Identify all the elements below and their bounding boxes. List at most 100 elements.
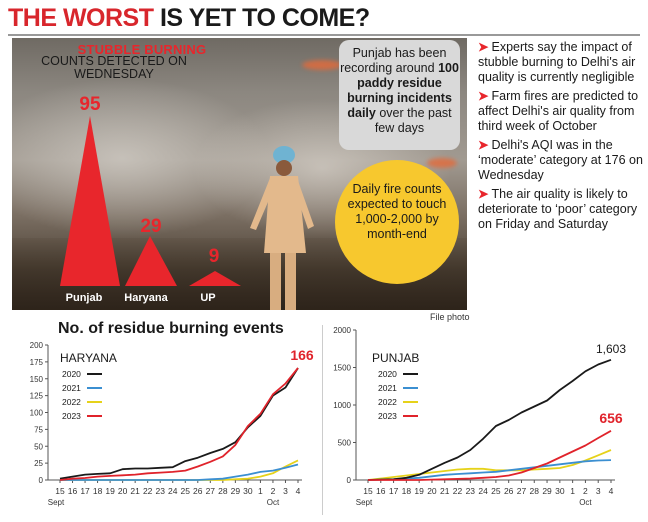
x-tick-label: 15 xyxy=(55,486,65,496)
haryana-count: 29 xyxy=(140,216,161,237)
panel-label: PUNJAB xyxy=(372,351,419,365)
y-tick-label: 500 xyxy=(338,439,352,448)
x-tick-label: 27 xyxy=(517,486,527,496)
x-tick-label: 30 xyxy=(555,486,565,496)
y-tick-label: 1000 xyxy=(333,401,351,410)
up-label: UP xyxy=(200,292,215,304)
value-label-2023: 656 xyxy=(599,410,623,426)
punjab-box-bold: 100 paddy residue burning incidents dail… xyxy=(347,61,459,120)
headline-red: THE WORST xyxy=(8,4,154,32)
y-tick-label: 0 xyxy=(347,476,352,485)
y-tick-label: 1500 xyxy=(333,364,351,373)
bullet-item: ➤ Experts say the impact of stubble burni… xyxy=(478,40,636,84)
x-tick-label: 20 xyxy=(118,486,128,496)
photo-credit: File photo xyxy=(430,312,470,322)
punjab-count: 95 xyxy=(79,94,101,115)
punjab-info-box: Punjab has been recording around 100 pad… xyxy=(339,40,460,150)
legend-label: 2020 xyxy=(62,369,81,379)
series-line-2021 xyxy=(367,459,612,481)
x-tick-label: 29 xyxy=(542,486,552,496)
x-tick-label: 18 xyxy=(402,486,412,496)
x-tick-label: 2 xyxy=(271,486,276,496)
legend-label: 2020 xyxy=(378,369,397,379)
circle-text: Daily fire counts expected to touch 1,00… xyxy=(347,182,447,241)
x-tick-label: 28 xyxy=(218,486,228,496)
x-tick-label: 22 xyxy=(143,486,153,496)
headline: THE WORST IS YET TO COME? xyxy=(8,4,370,33)
x-tick-label: 2 xyxy=(583,486,588,496)
y-tick-label: 50 xyxy=(34,442,43,451)
x-tick-label: 4 xyxy=(296,486,301,496)
series-line-2023 xyxy=(59,367,299,481)
x-tick-label: 21 xyxy=(440,486,450,496)
x-tick-label: 18 xyxy=(93,486,103,496)
stubble-title: STUBBLE BURNING xyxy=(77,42,207,57)
x-tick-label: 20 xyxy=(427,486,437,496)
x-tick-label: 16 xyxy=(68,486,78,496)
y-tick-label: 125 xyxy=(30,392,44,401)
series-line-2020 xyxy=(59,367,299,480)
punjab-box-line1: Punjab has been recording around xyxy=(340,46,447,75)
y-tick-label: 175 xyxy=(30,358,44,367)
x-tick-label: 19 xyxy=(414,486,424,496)
series-line-2023 xyxy=(368,430,612,481)
value-label-2020: 1,603 xyxy=(596,342,626,356)
arrow-icon: ➤ xyxy=(478,138,489,152)
legend-label: 2022 xyxy=(62,397,81,407)
x-tick-label: 30 xyxy=(243,486,253,496)
x-tick-label: 17 xyxy=(80,486,90,496)
punjab-triangle xyxy=(60,116,120,286)
y-tick-label: 2000 xyxy=(333,326,351,335)
x-tick-label: 23 xyxy=(155,486,165,496)
stubble-triangles: 95 29 9 Punjab Haryana UP xyxy=(60,94,241,304)
x-tick-label: 1 xyxy=(570,486,575,496)
bullet-item: ➤ Delhi's AQI was in the ‘moderate’ categ… xyxy=(478,138,643,182)
legend-label: 2021 xyxy=(62,383,81,393)
stubble-subtitle: COUNTS DETECTED ON WEDNESDAY xyxy=(41,54,187,81)
up-triangle xyxy=(189,271,241,286)
x-tick-label: 16 xyxy=(376,486,386,496)
legend-label: 2021 xyxy=(378,383,397,393)
x-month-label: Sept xyxy=(356,498,373,507)
x-tick-label: 26 xyxy=(193,486,203,496)
y-tick-label: 150 xyxy=(30,375,44,384)
x-tick-label: 25 xyxy=(491,486,501,496)
x-month-label: Oct xyxy=(579,498,592,507)
legend-label: 2023 xyxy=(378,411,397,421)
series-line-2022 xyxy=(367,449,612,481)
chart-title: No. of residue burning events xyxy=(58,320,284,337)
arrow-icon: ➤ xyxy=(478,40,489,54)
x-tick-label: 1 xyxy=(258,486,263,496)
x-month-label: Sept xyxy=(48,498,65,507)
value-label-2023: 166 xyxy=(290,347,314,363)
x-tick-label: 4 xyxy=(609,486,614,496)
y-tick-label: 25 xyxy=(34,459,43,468)
x-tick-label: 29 xyxy=(231,486,241,496)
arrow-icon: ➤ xyxy=(478,89,489,103)
series-line-2020 xyxy=(367,358,612,481)
bullet-item: ➤ Farm fires are predicted to affect Delh… xyxy=(478,89,639,133)
fire-count-circle: Daily fire counts expected to touch 1,00… xyxy=(335,160,459,284)
x-tick-label: 3 xyxy=(283,486,288,496)
x-tick-label: 24 xyxy=(168,486,178,496)
up-count: 9 xyxy=(209,246,220,267)
farmer-figure xyxy=(250,146,314,310)
x-tick-label: 15 xyxy=(363,486,373,496)
haryana-triangle xyxy=(125,236,177,286)
chart-divider xyxy=(322,325,323,515)
haryana-label: Haryana xyxy=(124,292,168,304)
y-tick-label: 75 xyxy=(34,425,43,434)
headline-rule xyxy=(8,34,640,36)
y-tick-label: 200 xyxy=(30,341,44,350)
y-tick-label: 0 xyxy=(39,476,44,485)
x-tick-label: 22 xyxy=(453,486,463,496)
x-tick-label: 27 xyxy=(206,486,216,496)
x-tick-label: 28 xyxy=(530,486,540,496)
bullet-list: ➤ Experts say the impact of stubble burni… xyxy=(478,40,644,236)
panel-label: HARYANA xyxy=(60,351,117,365)
arrow-icon: ➤ xyxy=(478,187,489,201)
x-tick-label: 23 xyxy=(466,486,476,496)
x-month-label: Oct xyxy=(267,498,280,507)
series-line-2021 xyxy=(60,463,299,481)
